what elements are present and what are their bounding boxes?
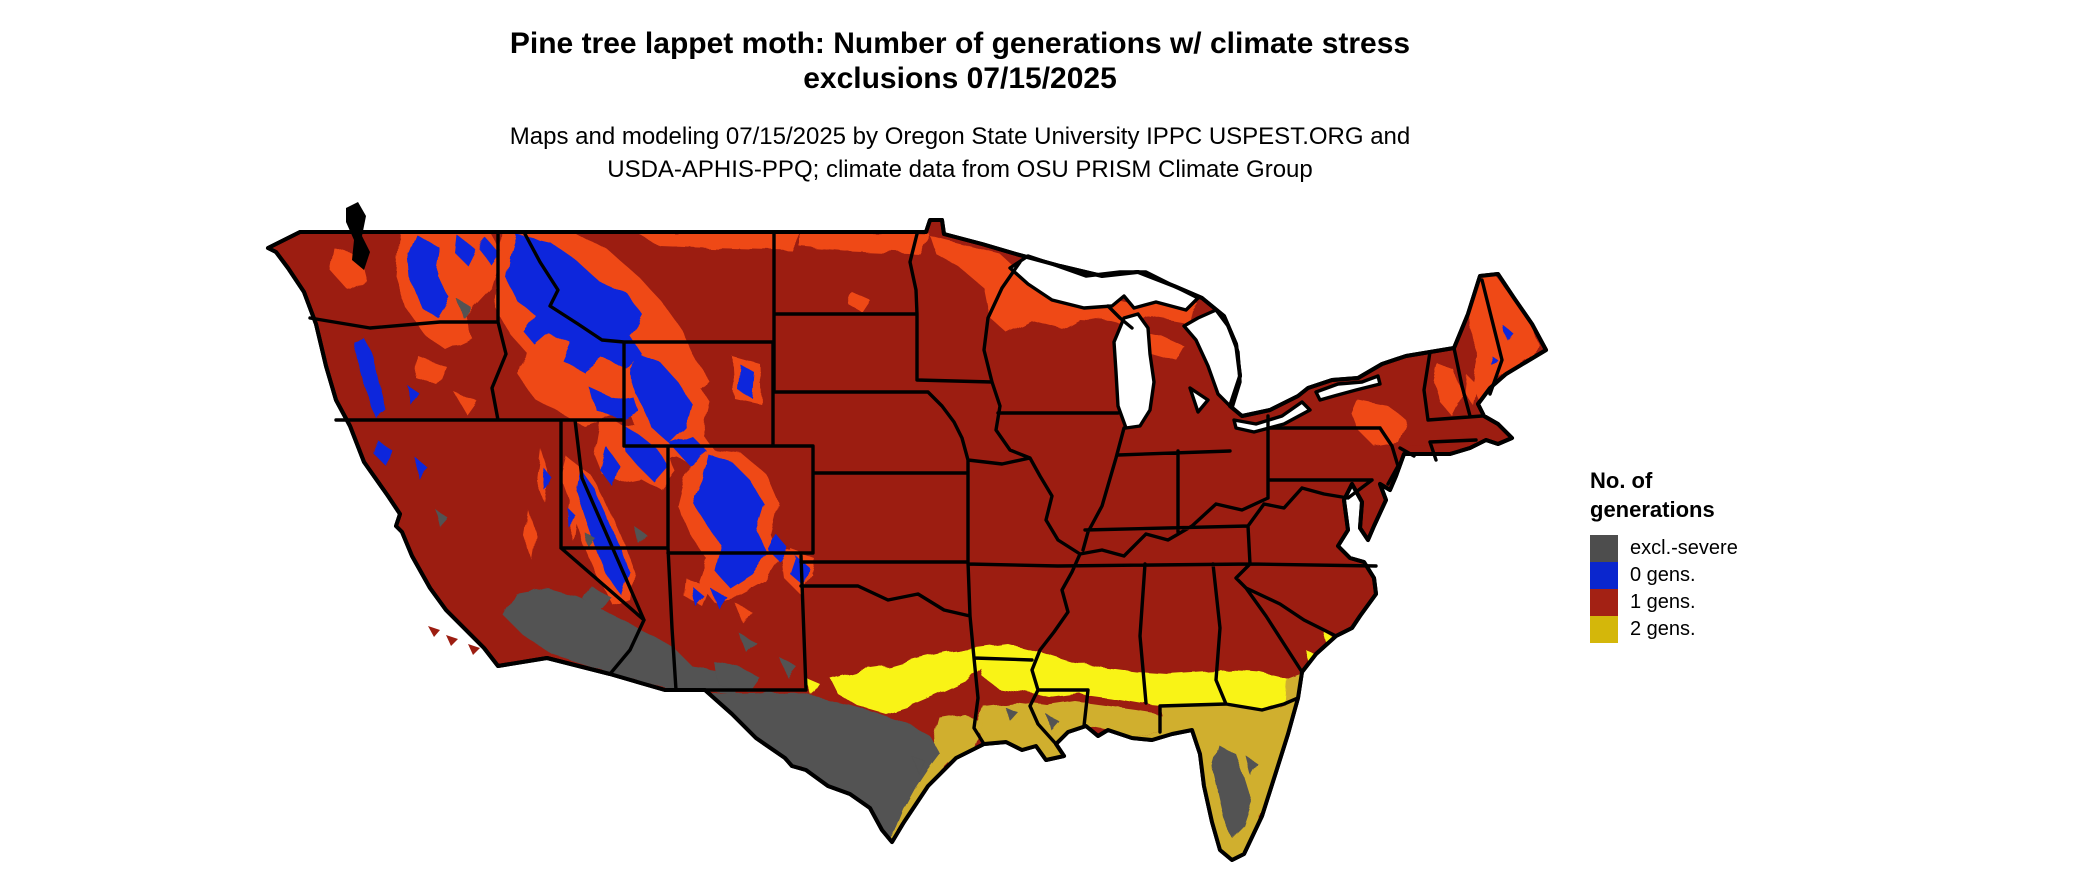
map-legend: No. of generations excl.-severe 0 gens. … — [1590, 466, 1738, 643]
title-line-2: exclusions 07/15/2025 — [803, 62, 1117, 95]
legend-title-line-2: generations — [1590, 497, 1715, 522]
legend-item-excl-severe: excl.-severe — [1590, 535, 1738, 562]
figure-subtitle: Maps and modeling 07/15/2025 by Oregon S… — [0, 120, 1920, 186]
subtitle-line-1: Maps and modeling 07/15/2025 by Oregon S… — [509, 123, 1411, 150]
lake-michigan — [1112, 312, 1156, 430]
legend-item-2-gens: 2 gens. — [1590, 616, 1738, 643]
region-transition-yellow — [794, 632, 1336, 732]
legend-swatch-excl-severe — [1590, 535, 1618, 562]
saginaw-bay — [1188, 386, 1210, 414]
region-zero-generations-blue — [354, 234, 1512, 608]
legend-swatch-1-gens — [1590, 589, 1618, 616]
puget-sound-water — [346, 202, 370, 270]
figure-title: Pine tree lappet moth: Number of generat… — [0, 26, 1920, 96]
lake-superior — [1008, 254, 1200, 312]
region-excluded-severe-gray — [436, 300, 1258, 838]
us-map-svg — [266, 202, 1548, 862]
us-coastline — [266, 218, 1548, 862]
legend-title-line-1: No. of — [1590, 468, 1653, 493]
lake-ontario — [1314, 374, 1382, 402]
legend-swatch-2-gens — [1590, 616, 1618, 643]
subtitle-line-2: USDA-APHIS-PPQ; climate data from OSU PR… — [607, 156, 1313, 183]
legend-rows: excl.-severe 0 gens. 1 gens. 2 gens. — [1590, 535, 1738, 643]
legend-label-0-gens: 0 gens. — [1630, 564, 1696, 586]
legend-item-0-gens: 0 gens. — [1590, 562, 1738, 589]
legend-label-excl-severe: excl.-severe — [1630, 537, 1738, 559]
raster-data-layers — [330, 232, 1542, 860]
state-borders — [308, 232, 1504, 746]
legend-item-1-gens: 1 gens. — [1590, 589, 1738, 616]
legend-label-2-gens: 2 gens. — [1630, 618, 1696, 640]
lake-erie — [1232, 400, 1312, 434]
legend-swatch-0-gens — [1590, 562, 1618, 589]
us-generations-map — [240, 158, 1580, 892]
great-lakes-water — [1008, 254, 1382, 434]
legend-label-1-gens: 1 gens. — [1630, 591, 1696, 613]
title-line-1: Pine tree lappet moth: Number of generat… — [509, 27, 1411, 60]
